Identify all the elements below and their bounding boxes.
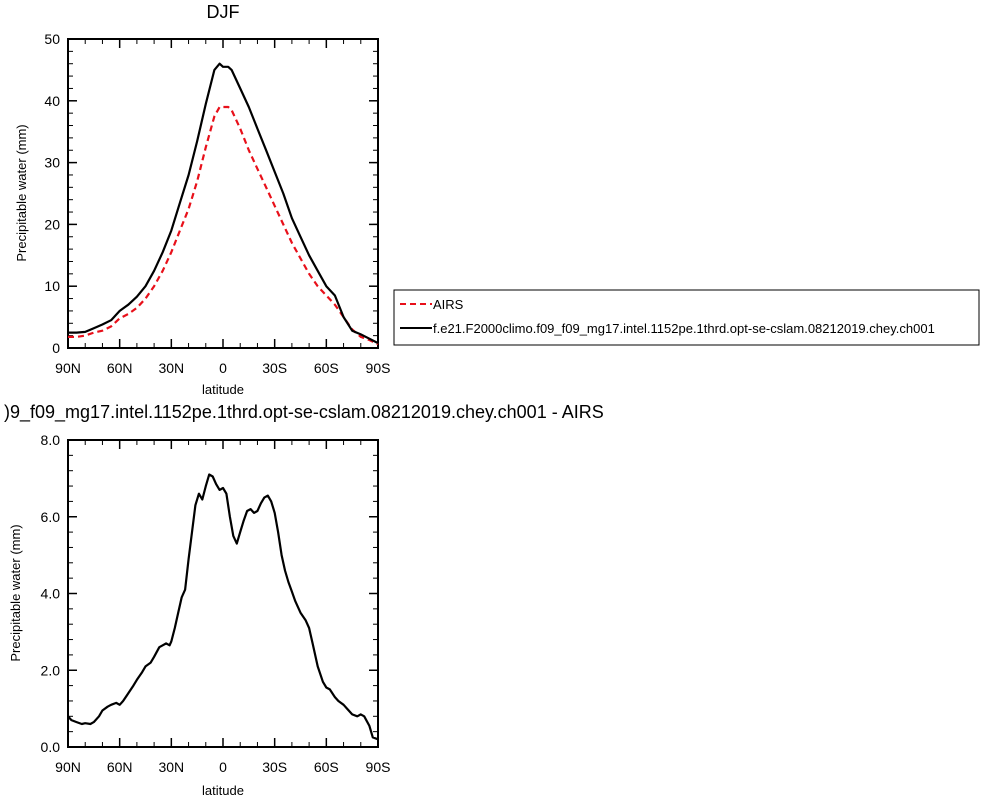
plot2-xtick-label: 30N	[158, 759, 184, 775]
plot2-ytick-label: 6.0	[41, 509, 61, 525]
plot1-ytick-label: 10	[44, 278, 60, 294]
plot1-xlabel: latitude	[202, 382, 244, 397]
plot1-ylabel: Precipitable water (mm)	[14, 124, 29, 261]
legend-airs-label: AIRS	[433, 297, 464, 312]
plot1-xtick-label: 30S	[262, 360, 287, 376]
plot2-ytick-label: 8.0	[41, 432, 61, 448]
plot2-xtick-label: 60S	[314, 759, 339, 775]
plot1-series-2-line	[68, 62, 379, 345]
plot1-xtick-label: 90N	[55, 360, 81, 376]
plot2-xtick-label: 0	[219, 759, 227, 775]
plot1-frame	[67, 38, 379, 349]
plot1-xtick-label: 30N	[158, 360, 184, 376]
plot2-ytick-label: 2.0	[41, 662, 61, 678]
plot1-ytick-label: 0	[52, 340, 60, 356]
plot2-xtick-label: 90N	[55, 759, 81, 775]
plot1-xtick-label: 60S	[314, 360, 339, 376]
legend-model-label: f.e21.F2000climo.f09_f09_mg17.intel.1152…	[433, 321, 935, 336]
plot2-xlabel: latitude	[202, 783, 244, 798]
plot2-ytick-label: 0.0	[41, 739, 61, 755]
plot1-series-1-line	[68, 105, 379, 346]
plot2-xtick-label: 30S	[262, 759, 287, 775]
plot2-xtick-label: 90S	[366, 759, 391, 775]
plot1-ytick-label: 20	[44, 216, 60, 232]
plot2-frame	[67, 439, 379, 748]
plot1-xtick-label: 0	[219, 360, 227, 376]
plot1-ytick-label: 50	[44, 31, 60, 47]
plot2-title: )9_f09_mg17.intel.1152pe.1thrd.opt-se-cs…	[4, 402, 604, 423]
plot1-ytick-label: 30	[44, 155, 60, 171]
plot2-xtick-label: 60N	[107, 759, 133, 775]
plot1-xtick-label: 90S	[366, 360, 391, 376]
plot2-series-1-line	[67, 473, 379, 741]
plot2-ytick-label: 4.0	[41, 586, 61, 602]
plot1-ytick-label: 40	[44, 93, 60, 109]
legend-box	[393, 289, 980, 346]
plot2-ylabel: Precipitable water (mm)	[8, 524, 23, 661]
plot1-xtick-label: 60N	[107, 360, 133, 376]
plot1-title: DJF	[207, 2, 240, 22]
